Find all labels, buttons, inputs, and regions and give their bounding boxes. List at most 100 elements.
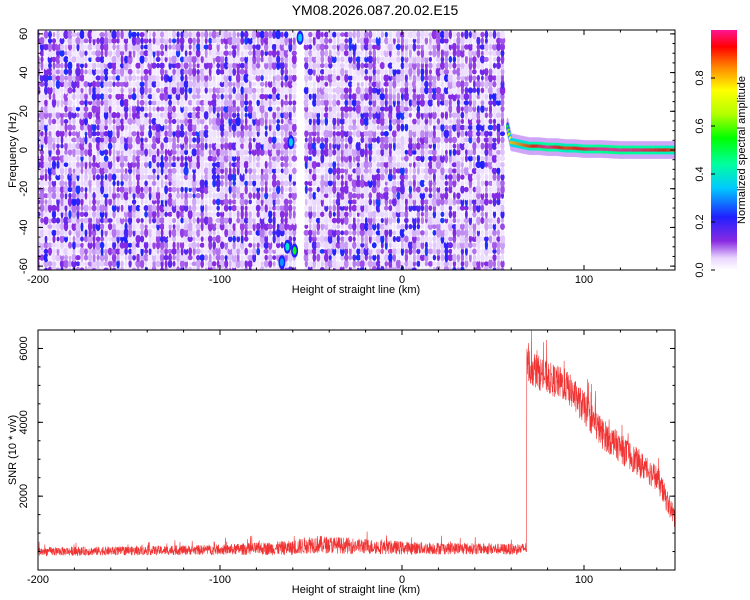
heatmap-cell bbox=[280, 98, 284, 108]
heatmap-cell bbox=[340, 260, 344, 268]
heatmap-cell bbox=[379, 69, 385, 75]
heatmap-cell bbox=[87, 261, 93, 267]
heatmap-cell bbox=[199, 254, 205, 261]
heatmap-cell bbox=[444, 198, 449, 205]
heatmap-cell bbox=[79, 105, 85, 113]
heatmap-cell bbox=[432, 185, 437, 194]
heatmap-cell bbox=[135, 230, 141, 236]
heatmap-cell bbox=[108, 210, 113, 219]
heatmap-cell bbox=[416, 111, 421, 119]
heatmap-cell bbox=[164, 56, 168, 63]
heatmap-cell bbox=[63, 259, 69, 269]
heatmap-cell bbox=[100, 74, 105, 82]
heatmap-cell bbox=[240, 105, 245, 113]
heatmap-cell bbox=[220, 98, 224, 107]
heatmap-cell bbox=[456, 43, 460, 51]
heatmap-cell bbox=[427, 260, 433, 267]
heatmap-cell bbox=[232, 137, 236, 143]
heatmap-cell bbox=[467, 172, 473, 183]
heatmap-cell bbox=[215, 87, 221, 94]
heatmap-cell bbox=[55, 186, 61, 193]
heatmap-cell bbox=[292, 215, 296, 226]
heatmap-cell bbox=[303, 253, 309, 263]
heatmap-cell bbox=[340, 56, 345, 63]
heatmap-cell bbox=[324, 215, 329, 226]
heatmap-cell bbox=[228, 216, 232, 225]
heatmap-cell bbox=[132, 166, 136, 176]
heatmap-cell bbox=[420, 124, 425, 131]
heatmap-cell bbox=[180, 61, 184, 70]
heatmap-cell bbox=[167, 130, 173, 138]
heatmap-cell bbox=[71, 185, 77, 194]
heatmap-cell bbox=[451, 224, 457, 230]
heatmap-cell bbox=[399, 166, 405, 176]
heatmap-cell bbox=[64, 129, 68, 138]
heatmap-cell bbox=[84, 86, 88, 95]
heatmap-cell bbox=[388, 187, 393, 192]
heatmap-cell bbox=[180, 180, 184, 187]
heatmap-cell bbox=[479, 68, 486, 76]
heatmap-cell bbox=[460, 135, 465, 145]
heatmap-cell bbox=[167, 104, 173, 114]
heatmap-cell bbox=[164, 118, 168, 125]
heatmap-cell bbox=[92, 142, 96, 151]
heatmap-cell bbox=[460, 260, 465, 267]
heatmap-cell bbox=[252, 137, 256, 143]
heatmap-cell bbox=[279, 248, 285, 255]
heatmap-cell bbox=[263, 30, 269, 39]
heatmap-cell bbox=[460, 62, 465, 69]
heatmap-cell bbox=[355, 260, 361, 267]
heatmap-cell bbox=[199, 42, 205, 52]
heatmap-cell bbox=[199, 129, 205, 138]
heatmap-cell bbox=[348, 37, 353, 45]
heatmap-cell bbox=[291, 68, 297, 76]
heatmap-cell bbox=[156, 49, 160, 58]
heatmap-cell bbox=[259, 104, 266, 114]
heatmap-cell bbox=[420, 247, 425, 256]
heatmap-cell bbox=[316, 197, 321, 207]
heatmap-cell bbox=[420, 223, 425, 230]
heatmap-cell bbox=[256, 36, 260, 45]
heatmap-cell bbox=[91, 180, 97, 186]
heatmap-cell bbox=[271, 168, 277, 174]
heatmap-cell bbox=[100, 80, 104, 89]
heatmap-cell bbox=[304, 215, 308, 226]
heatmap-cell bbox=[60, 197, 64, 207]
heatmap-cell bbox=[44, 37, 48, 45]
heatmap-cell bbox=[456, 36, 461, 46]
heatmap-cell bbox=[56, 49, 60, 57]
heatmap-cell bbox=[272, 118, 277, 125]
heatmap-cell bbox=[107, 80, 113, 88]
heatmap-cell bbox=[420, 204, 424, 212]
heatmap-cell bbox=[448, 104, 453, 114]
heatmap-cell bbox=[408, 55, 413, 64]
heatmap-cell bbox=[392, 230, 397, 236]
heatmap-cell bbox=[451, 105, 457, 113]
heatmap-cell bbox=[195, 79, 201, 89]
heatmap-cell bbox=[231, 44, 237, 50]
heatmap-cell bbox=[159, 149, 165, 155]
heatmap-cell bbox=[500, 136, 505, 144]
heatmap-cell bbox=[43, 111, 49, 120]
heatmap-cell bbox=[220, 110, 224, 120]
heatmap-cell bbox=[63, 79, 69, 89]
heatmap-cell bbox=[139, 166, 145, 176]
heatmap-cell bbox=[396, 37, 400, 44]
heatmap-cell bbox=[388, 216, 393, 225]
heatmap-cell bbox=[120, 222, 125, 231]
heatmap-cell bbox=[267, 223, 274, 230]
heatmap-cell bbox=[59, 192, 65, 200]
heatmap-cell bbox=[107, 62, 113, 69]
heatmap-cell bbox=[116, 99, 120, 106]
heatmap-cell bbox=[220, 167, 225, 174]
heatmap-cell bbox=[132, 142, 136, 150]
heatmap-cell bbox=[489, 43, 492, 51]
heatmap-cell bbox=[460, 216, 465, 225]
heatmap-cell bbox=[195, 167, 201, 175]
heatmap-cell bbox=[432, 49, 437, 58]
heatmap-cell bbox=[359, 197, 365, 206]
heatmap-cell bbox=[180, 174, 185, 180]
heatmap-cell bbox=[43, 135, 49, 145]
heatmap-cell bbox=[191, 266, 197, 270]
heatmap-cell bbox=[459, 67, 466, 77]
